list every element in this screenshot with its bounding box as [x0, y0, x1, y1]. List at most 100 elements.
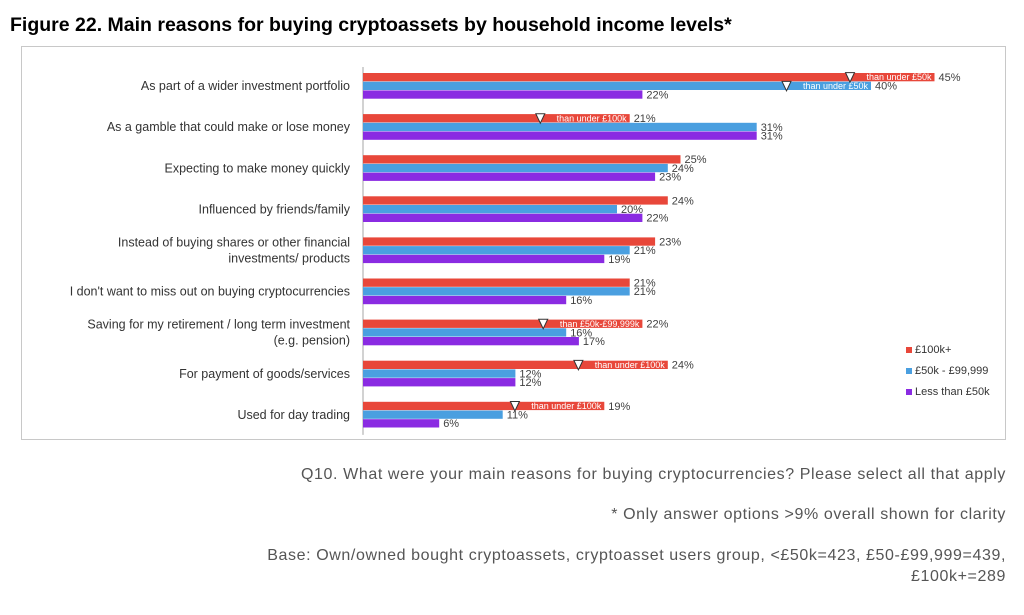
legend-label: £100k+: [915, 344, 951, 356]
category-label: I don't want to miss out on buying crypt…: [70, 285, 350, 299]
bar: [363, 319, 643, 328]
data-label: 31%: [761, 131, 783, 143]
bar: [363, 73, 935, 82]
significance-marker-icon: [537, 318, 549, 330]
bar: [363, 328, 567, 337]
significance-marker-icon: [844, 72, 856, 84]
bar: [363, 122, 757, 132]
category-label-line: (e.g. pension): [274, 334, 350, 348]
data-label: 21%: [634, 245, 656, 257]
bar: [363, 378, 516, 387]
data-label: 23%: [659, 236, 681, 248]
data-label: 17%: [583, 336, 605, 348]
bar: [363, 419, 440, 428]
data-label: 24%: [672, 360, 694, 372]
data-label: 45%: [939, 72, 961, 84]
category-label-line: Used for day trading: [237, 408, 350, 422]
category-label: Saving for my retirement / long term inv…: [87, 318, 350, 348]
legend-label: £50k - £99,999: [915, 365, 988, 377]
significance-marker-icon: [509, 400, 521, 413]
legend-swatch: [906, 368, 912, 374]
question-note: Q10. What were your main reasons for buy…: [301, 466, 1006, 483]
bar: [363, 81, 871, 90]
data-label: 24%: [672, 195, 694, 207]
bar: [363, 172, 656, 181]
data-label: 19%: [608, 401, 630, 413]
category-label-line: Expecting to make money quickly: [164, 161, 350, 175]
data-label: 31%: [761, 122, 783, 134]
data-label: 12%: [519, 368, 541, 380]
data-label: 12%: [519, 377, 541, 389]
data-label: 21%: [634, 278, 656, 290]
bar: [363, 196, 668, 205]
significance-marker-icon: [535, 113, 546, 125]
legend-label: Less than £50k: [915, 386, 990, 398]
base-note-line2: £100k+=289: [911, 568, 1006, 585]
significance-marker-icon: [781, 80, 792, 93]
significance-note: than £50k-£99,999k: [560, 319, 640, 329]
bar: [363, 131, 757, 140]
significance-marker-icon: [573, 359, 584, 372]
bar: [363, 369, 516, 378]
bar: [363, 155, 681, 164]
category-label: As part of a wider investment portfolio: [141, 79, 350, 93]
bar: [363, 287, 630, 296]
bar: [363, 163, 668, 173]
significance-note: than under £100k: [531, 401, 602, 411]
category-label: Expecting to make money quickly: [164, 161, 350, 175]
data-label: 22%: [646, 319, 668, 331]
category-label: As a gamble that could make or lose mone…: [107, 120, 351, 134]
bar: [363, 401, 605, 411]
category-label-line: I don't want to miss out on buying crypt…: [70, 285, 350, 299]
category-label-line: For payment of goods/services: [179, 367, 350, 381]
category-label-line: investments/ products: [228, 251, 350, 265]
base-note: Base: Own/owned bought cryptoassets, cry…: [267, 545, 1006, 587]
bar: [363, 254, 605, 264]
figure-title: Figure 22. Main reasons for buying crypt…: [10, 14, 732, 36]
data-label: 25%: [685, 154, 707, 166]
data-label: 19%: [608, 254, 630, 266]
bar: [363, 237, 656, 246]
data-label: 6%: [443, 418, 459, 430]
category-label: Influenced by friends/family: [199, 202, 351, 216]
category-label: For payment of goods/services: [179, 367, 350, 381]
chart-frame: [21, 46, 1006, 440]
category-label: Used for day trading: [237, 408, 350, 422]
legend-swatch: [906, 389, 912, 395]
data-label: 16%: [570, 295, 592, 307]
base-note-line1: Base: Own/owned bought cryptoassets, cry…: [267, 547, 1006, 564]
data-label: 22%: [646, 89, 668, 101]
category-label-line: Influenced by friends/family: [199, 202, 351, 216]
significance-note: than under £100k: [557, 113, 628, 123]
bar: [363, 295, 567, 305]
bar: [363, 278, 630, 287]
legend-swatch: [906, 347, 912, 353]
bar: [363, 360, 668, 369]
significance-note: than under £50k: [803, 81, 869, 91]
clarity-note: * Only answer options >9% overall shown …: [611, 506, 1006, 523]
data-label: 11%: [507, 410, 528, 422]
significance-note: than under £100k: [595, 360, 666, 370]
data-label: 16%: [570, 327, 592, 339]
category-label-line: Instead of buying shares or other financ…: [118, 235, 350, 249]
data-label: 20%: [621, 204, 643, 216]
bar: [363, 90, 643, 99]
data-label: 23%: [659, 172, 681, 184]
bar: [363, 114, 630, 123]
data-label: 21%: [634, 286, 656, 298]
data-label: 40%: [875, 81, 897, 93]
category-label-line: Saving for my retirement / long term inv…: [87, 318, 350, 332]
bar: [363, 213, 643, 222]
bar: [363, 205, 617, 214]
data-label: 21%: [634, 113, 656, 125]
data-label: 24%: [672, 163, 694, 175]
bar: [363, 246, 630, 255]
category-label: Instead of buying shares or other financ…: [118, 235, 350, 265]
category-label-line: As a gamble that could make or lose mone…: [107, 120, 351, 134]
category-label-line: As part of a wider investment portfolio: [141, 79, 350, 93]
data-label: 22%: [646, 213, 668, 225]
bar: [363, 410, 503, 419]
bar: [363, 337, 579, 346]
significance-note: than under £50k: [866, 72, 932, 82]
